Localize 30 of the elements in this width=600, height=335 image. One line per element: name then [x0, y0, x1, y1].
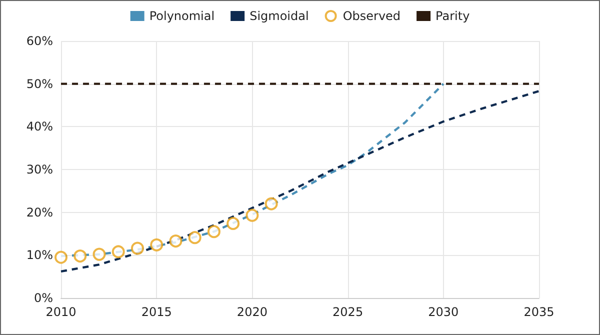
x-tick-label: 2025 — [332, 305, 364, 319]
x-tick-label: 2020 — [236, 305, 268, 319]
point — [74, 250, 87, 263]
point — [226, 216, 240, 230]
legend-label: Observed — [342, 9, 401, 23]
y-tick-label: 0% — [34, 291, 53, 305]
legend-label: Sigmoidal — [250, 9, 309, 23]
point — [264, 197, 278, 210]
point — [112, 245, 125, 258]
point — [130, 242, 144, 255]
x-tick-label: 2035 — [524, 305, 554, 319]
point — [169, 234, 182, 248]
point — [150, 238, 164, 252]
x-tick-label: 2015 — [141, 305, 172, 319]
x-tick-label: 2030 — [428, 305, 459, 319]
point — [246, 208, 259, 222]
point — [92, 248, 106, 261]
point — [54, 250, 68, 264]
y-tick-label: 60% — [26, 34, 53, 48]
y-tick-label: 10% — [26, 248, 53, 262]
y-tick-label: 30% — [26, 162, 53, 176]
y-tick-label: 20% — [26, 205, 53, 220]
legend-label: Polynomial — [149, 9, 215, 23]
x-tick-label: 2010 — [46, 305, 76, 319]
point — [207, 225, 220, 238]
legend-label: Parity — [436, 9, 470, 23]
line-series — [60, 90, 540, 273]
point — [188, 231, 202, 244]
y-tick-label: 40% — [26, 120, 53, 134]
y-tick-label: 50% — [26, 76, 53, 91]
